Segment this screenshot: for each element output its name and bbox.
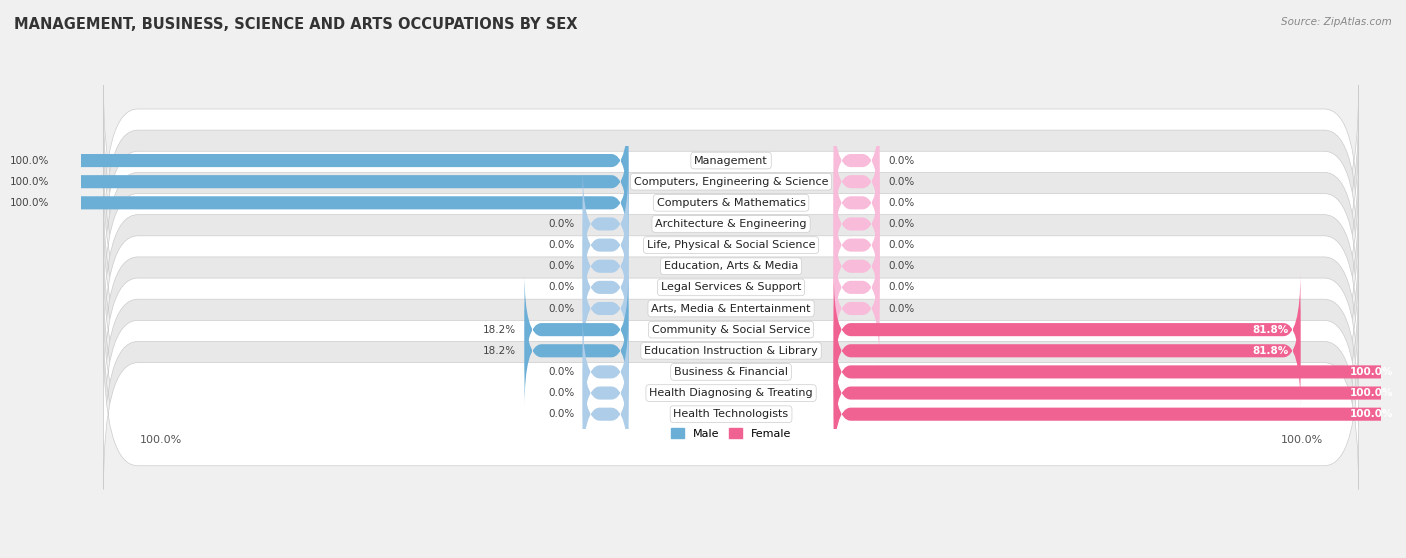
Text: 0.0%: 0.0% [889, 219, 914, 229]
Text: 0.0%: 0.0% [548, 282, 574, 292]
Text: 0.0%: 0.0% [889, 304, 914, 314]
Text: 0.0%: 0.0% [889, 177, 914, 187]
Text: 100.0%: 100.0% [10, 198, 49, 208]
FancyBboxPatch shape [104, 170, 1358, 320]
Text: 0.0%: 0.0% [889, 198, 914, 208]
FancyBboxPatch shape [834, 125, 879, 239]
Text: Life, Physical & Social Science: Life, Physical & Social Science [647, 240, 815, 250]
FancyBboxPatch shape [104, 85, 1358, 236]
Text: Health Technologists: Health Technologists [673, 409, 789, 419]
Text: Computers & Mathematics: Computers & Mathematics [657, 198, 806, 208]
FancyBboxPatch shape [834, 273, 1301, 387]
FancyBboxPatch shape [104, 107, 1358, 257]
FancyBboxPatch shape [834, 104, 879, 218]
Text: Education, Arts & Media: Education, Arts & Media [664, 261, 799, 271]
Text: Business & Financial: Business & Financial [673, 367, 787, 377]
FancyBboxPatch shape [104, 297, 1358, 447]
Text: 81.8%: 81.8% [1253, 325, 1289, 335]
FancyBboxPatch shape [582, 230, 628, 344]
FancyBboxPatch shape [582, 357, 628, 471]
FancyBboxPatch shape [104, 276, 1358, 426]
Text: 0.0%: 0.0% [548, 219, 574, 229]
Text: Legal Services & Support: Legal Services & Support [661, 282, 801, 292]
FancyBboxPatch shape [834, 230, 879, 344]
Text: 0.0%: 0.0% [548, 388, 574, 398]
Text: Management: Management [695, 156, 768, 166]
FancyBboxPatch shape [582, 315, 628, 429]
FancyBboxPatch shape [834, 167, 879, 281]
Text: Health Diagnosing & Treating: Health Diagnosing & Treating [650, 388, 813, 398]
FancyBboxPatch shape [834, 146, 879, 259]
FancyBboxPatch shape [104, 339, 1358, 489]
FancyBboxPatch shape [524, 273, 628, 387]
FancyBboxPatch shape [104, 191, 1358, 341]
FancyBboxPatch shape [58, 146, 628, 259]
Text: 100.0%: 100.0% [1350, 409, 1393, 419]
FancyBboxPatch shape [834, 336, 1405, 450]
FancyBboxPatch shape [104, 318, 1358, 468]
Text: 18.2%: 18.2% [482, 346, 516, 356]
Text: Computers, Engineering & Science: Computers, Engineering & Science [634, 177, 828, 187]
Text: 18.2%: 18.2% [482, 325, 516, 335]
Text: Community & Social Service: Community & Social Service [652, 325, 810, 335]
Text: Source: ZipAtlas.com: Source: ZipAtlas.com [1281, 17, 1392, 27]
Text: 0.0%: 0.0% [548, 304, 574, 314]
FancyBboxPatch shape [582, 252, 628, 365]
FancyBboxPatch shape [582, 167, 628, 281]
FancyBboxPatch shape [834, 209, 879, 323]
FancyBboxPatch shape [834, 357, 1405, 471]
FancyBboxPatch shape [834, 252, 879, 365]
Text: 100.0%: 100.0% [10, 177, 49, 187]
FancyBboxPatch shape [582, 209, 628, 323]
FancyBboxPatch shape [834, 188, 879, 302]
FancyBboxPatch shape [104, 212, 1358, 363]
FancyBboxPatch shape [524, 294, 628, 408]
FancyBboxPatch shape [582, 336, 628, 450]
Text: 100.0%: 100.0% [1350, 367, 1393, 377]
Text: 0.0%: 0.0% [548, 409, 574, 419]
FancyBboxPatch shape [104, 254, 1358, 405]
FancyBboxPatch shape [58, 125, 628, 239]
Text: MANAGEMENT, BUSINESS, SCIENCE AND ARTS OCCUPATIONS BY SEX: MANAGEMENT, BUSINESS, SCIENCE AND ARTS O… [14, 17, 578, 32]
Text: 0.0%: 0.0% [548, 367, 574, 377]
Text: Arts, Media & Entertainment: Arts, Media & Entertainment [651, 304, 811, 314]
Text: 100.0%: 100.0% [10, 156, 49, 166]
Text: 0.0%: 0.0% [889, 261, 914, 271]
FancyBboxPatch shape [58, 104, 628, 218]
Legend: Male, Female: Male, Female [666, 424, 796, 443]
Text: 0.0%: 0.0% [889, 156, 914, 166]
FancyBboxPatch shape [834, 294, 1301, 408]
Text: Architecture & Engineering: Architecture & Engineering [655, 219, 807, 229]
Text: 0.0%: 0.0% [889, 282, 914, 292]
FancyBboxPatch shape [582, 188, 628, 302]
Text: 81.8%: 81.8% [1253, 346, 1289, 356]
FancyBboxPatch shape [104, 128, 1358, 278]
Text: 0.0%: 0.0% [548, 261, 574, 271]
Text: 0.0%: 0.0% [548, 240, 574, 250]
Text: 100.0%: 100.0% [1350, 388, 1393, 398]
Text: 0.0%: 0.0% [889, 240, 914, 250]
FancyBboxPatch shape [104, 233, 1358, 384]
FancyBboxPatch shape [834, 315, 1405, 429]
Text: Education Instruction & Library: Education Instruction & Library [644, 346, 818, 356]
FancyBboxPatch shape [104, 149, 1358, 299]
